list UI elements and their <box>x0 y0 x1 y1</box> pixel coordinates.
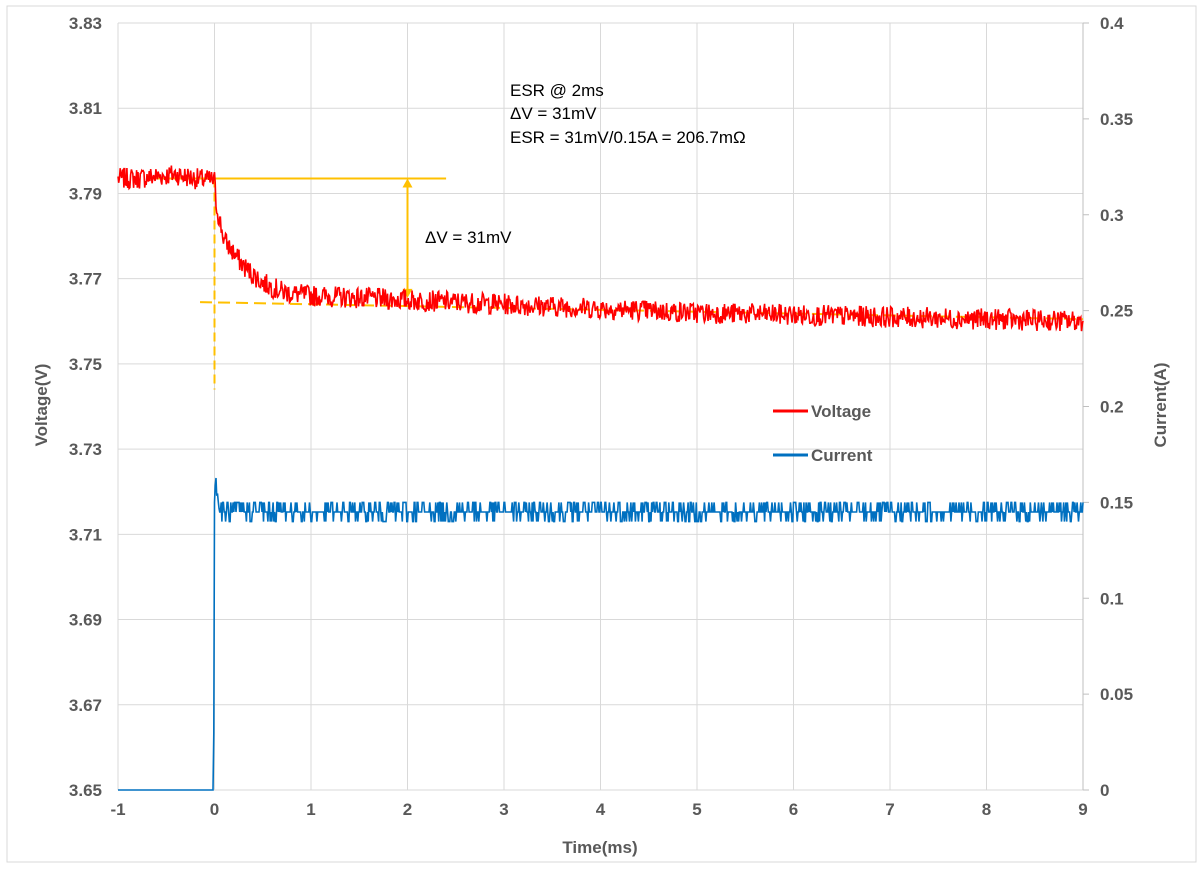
y-tick-label: 3.79 <box>69 184 102 203</box>
x-tick-label: 6 <box>789 800 798 819</box>
x-tick-label: 0 <box>210 800 219 819</box>
y-tick-label: 3.71 <box>69 525 102 544</box>
arrow-label-annotation: ΔV = 31mV <box>425 228 512 247</box>
esr-delta-annotation: ΔV = 31mV <box>510 104 597 123</box>
gridlines <box>117 22 1089 791</box>
y-tick-label: 3.75 <box>69 355 102 374</box>
x-tick-label: -1 <box>110 800 125 819</box>
y-tick-label: 3.83 <box>69 14 102 33</box>
delta-v-arrow-head-top <box>402 178 413 188</box>
x-tick-label: 5 <box>692 800 701 819</box>
series-lines <box>117 165 1084 791</box>
x-tick-label: 9 <box>1078 800 1087 819</box>
y-tick-label: 3.81 <box>69 99 102 118</box>
esr-title-annotation: ESR @ 2ms <box>510 81 604 100</box>
x-tick-label: 8 <box>982 800 991 819</box>
chart-border <box>6 5 1197 863</box>
series-line-current <box>118 477 1084 791</box>
y2-tick-label: 0.1 <box>1100 589 1124 608</box>
y-tick-label: 3.69 <box>69 611 102 630</box>
esr-formula-annotation: ESR = 31mV/0.15A = 206.7mΩ <box>510 128 746 147</box>
y2-tick-label: 0.05 <box>1100 685 1133 704</box>
series-line-voltage <box>117 165 1084 332</box>
x-tick-label: 1 <box>306 800 315 819</box>
legend-label-current: Current <box>811 446 873 465</box>
x-axis-title: Time(ms) <box>562 838 637 857</box>
tick-labels: -1 0 1 2 3 4 5 6 7 8 9 3.65 3.67 3.69 3.71 3.73 3.75 3.77… <box>69 14 1133 819</box>
y-tick-label: 3.65 <box>69 781 102 800</box>
y-tick-label: 3.73 <box>69 440 102 459</box>
legend: Voltage Current <box>773 402 873 465</box>
y2-tick-label: 0.35 <box>1100 110 1133 129</box>
y-tick-label: 3.77 <box>69 270 102 289</box>
y2-tick-label: 0.25 <box>1100 302 1133 321</box>
x-tick-label: 2 <box>403 800 412 819</box>
x-tick-label: 3 <box>499 800 508 819</box>
y2-tick-label: 0.3 <box>1100 206 1124 225</box>
y2-tick-label: 0.4 <box>1100 14 1124 33</box>
y2-tick-label: 0 <box>1100 781 1109 800</box>
y-axis-title: Voltage(V) <box>32 364 51 447</box>
y2-tick-label: 0.15 <box>1100 493 1133 512</box>
y2-axis-title: Current(A) <box>1151 363 1170 448</box>
legend-label-voltage: Voltage <box>811 402 871 421</box>
fit-line <box>200 301 1084 321</box>
x-tick-label: 7 <box>885 800 894 819</box>
y-tick-label: 3.67 <box>69 696 102 715</box>
y2-tick-label: 0.2 <box>1100 398 1124 417</box>
x-tick-label: 4 <box>596 800 606 819</box>
